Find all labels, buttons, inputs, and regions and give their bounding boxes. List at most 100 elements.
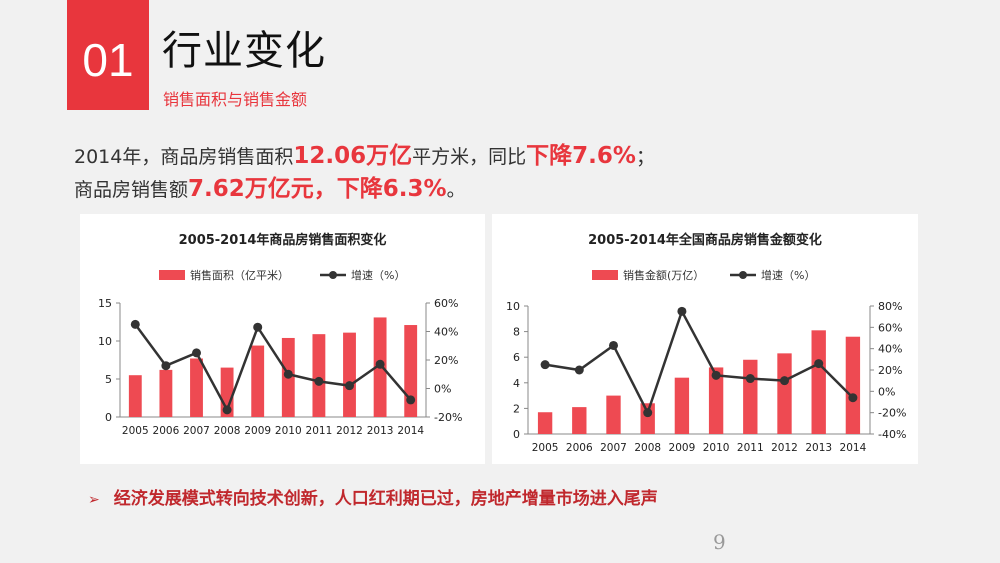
growth-point — [253, 322, 263, 332]
summary-text-part: ， — [313, 176, 337, 202]
x-tick-label: 2008 — [634, 442, 661, 454]
growth-line — [544, 308, 854, 416]
left-tick-label: 4 — [513, 377, 520, 390]
right-tick-label: 60% — [434, 297, 458, 310]
x-tick-label: 2011 — [737, 442, 764, 454]
growth-line — [134, 323, 412, 413]
growth-point — [540, 360, 550, 370]
summary-line-2: 商品房销售额7.62万亿元，下降6.3%。 — [74, 173, 655, 206]
x-tick-label: 2012 — [771, 442, 798, 454]
bar — [708, 367, 724, 434]
right-tick-label: 80% — [878, 300, 902, 313]
x-tick-label: 2005 — [532, 442, 559, 454]
growth-point — [406, 395, 416, 405]
left-tick-label: 10 — [98, 335, 112, 348]
summary-text-part: 2014年，商品房销售面积 — [74, 146, 294, 168]
growth-point — [677, 306, 687, 316]
growth-point — [609, 340, 618, 350]
growth-point — [574, 365, 584, 375]
bar — [845, 336, 861, 434]
bar — [312, 334, 326, 417]
right-tick-label: 40% — [878, 343, 902, 356]
right-tick-label: 60% — [878, 321, 902, 334]
chart-card-area: 2005-2014年商品房销售面积变化销售面积（亿平米） 增速（%） 0 5 10 15 -… — [80, 214, 485, 464]
growth-point — [711, 370, 721, 380]
x-tick-label: 2007 — [183, 425, 210, 437]
summary-text-part: 。 — [446, 179, 466, 201]
x-tick-label: 2009 — [669, 442, 696, 454]
page-subtitle: 销售面积与销售金额 — [163, 90, 308, 109]
legend-bar-swatch — [159, 270, 185, 280]
summary-highlight: 12.06万亿 — [293, 143, 413, 169]
growth-point — [192, 348, 201, 358]
bar — [640, 403, 655, 434]
left-tick-label: 0 — [105, 411, 112, 424]
summary-text-part: 平方米，同比 — [412, 146, 527, 168]
x-tick-label: 2008 — [214, 425, 241, 437]
summary-highlight: 下降6.3% — [336, 176, 447, 202]
growth-point — [745, 374, 755, 384]
bar — [404, 325, 418, 417]
bar — [743, 359, 758, 434]
right-tick-label: 40% — [434, 326, 458, 339]
left-tick-label: 15 — [98, 297, 112, 310]
x-tick-label: 2010 — [703, 442, 730, 454]
right-tick-label: 0% — [878, 385, 895, 398]
x-tick-label: 2009 — [244, 425, 271, 437]
section-number: 01 — [67, 0, 149, 110]
x-tick-label: 2005 — [122, 425, 149, 437]
growth-point — [222, 405, 232, 415]
x-tick-label: 2012 — [336, 425, 363, 437]
chart-title: 2005-2014年全国商品房销售金额变化 — [588, 232, 822, 248]
bar — [606, 395, 621, 434]
growth-point — [848, 393, 858, 403]
right-tick-label: 20% — [434, 354, 458, 367]
chart-title: 2005-2014年商品房销售面积变化 — [179, 232, 387, 248]
legend-label: 销售面积（亿平米） — [190, 268, 289, 282]
right-tick-label: -20% — [878, 407, 906, 420]
right-tick-label: 20% — [878, 364, 902, 377]
growth-point — [314, 376, 324, 386]
legend-label: 增速（%） — [351, 268, 405, 282]
summary-highlight: 7.62万亿元 — [188, 176, 314, 202]
growth-point — [130, 319, 140, 329]
x-tick-label: 2013 — [805, 442, 832, 454]
summary-text: 2014年，商品房销售面积12.06万亿平方米，同比下降7.6%； 商品房销售额… — [74, 140, 655, 206]
arrow-bullet-icon: ➢ — [88, 492, 100, 508]
left-tick-label: 6 — [513, 351, 520, 364]
left-tick-label: 0 — [513, 428, 520, 441]
right-tick-label: -40% — [878, 428, 906, 441]
x-tick-label: 2010 — [275, 425, 302, 437]
legend-label: 销售金额(万亿） — [623, 268, 704, 282]
growth-point — [814, 359, 824, 369]
bar — [537, 412, 553, 434]
left-tick-label: 8 — [513, 326, 520, 339]
legend-line-marker — [329, 271, 337, 279]
left-tick-label: 5 — [105, 373, 112, 386]
chart-legend: 销售面积（亿平米） 增速（%） — [159, 268, 405, 282]
conclusion-text: 经济发展模式转向技术创新，人口红利期已过，房地产增量市场进入尾声 — [113, 489, 658, 509]
left-tick-label: 10 — [506, 300, 520, 313]
bar — [572, 407, 587, 434]
growth-point — [780, 376, 789, 386]
summary-text-part: ； — [635, 146, 655, 168]
x-tick-label: 2014 — [840, 442, 867, 454]
bar — [190, 358, 203, 417]
summary-text-part: 商品房销售额 — [74, 179, 189, 201]
bar — [159, 369, 173, 417]
bar — [128, 375, 142, 417]
right-tick-label: -20% — [434, 411, 462, 424]
bar — [251, 345, 265, 417]
left-tick-label: 2 — [513, 402, 520, 415]
bar — [674, 377, 690, 434]
x-tick-label: 2011 — [306, 425, 333, 437]
legend-bar-swatch — [592, 270, 618, 280]
x-tick-label: 2007 — [600, 442, 627, 454]
growth-point — [283, 369, 293, 379]
bar — [777, 353, 792, 434]
conclusion-bullet: ➢ 经济发展模式转向技术创新，人口红利期已过，房地产增量市场进入尾声 — [88, 484, 658, 509]
growth-point — [345, 381, 354, 391]
page-number: 9 — [713, 530, 726, 554]
